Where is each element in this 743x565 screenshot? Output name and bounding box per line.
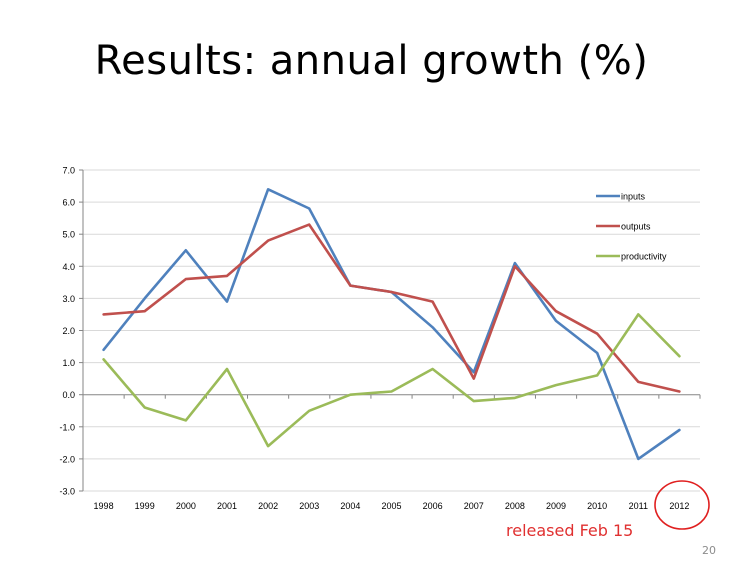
legend: inputs outputs productivity [596, 192, 667, 262]
x-tick-label: 2009 [546, 501, 566, 511]
page-number: 20 [702, 544, 716, 557]
x-tick-label: 2004 [340, 501, 360, 511]
x-tick-label: 2000 [176, 501, 196, 511]
highlight-circle-2012 [654, 480, 710, 530]
y-tick-label: 5.0 [62, 230, 75, 240]
y-tick-label: 6.0 [62, 198, 75, 208]
x-tick-label: 2001 [217, 501, 237, 511]
x-tick-label: 2008 [505, 501, 525, 511]
series-line-productivity [102, 313, 681, 448]
gridlines [83, 169, 700, 492]
y-tick-label: 3.0 [62, 294, 75, 304]
y-tick-label: 4.0 [62, 262, 75, 272]
x-tick-label: 2010 [587, 501, 607, 511]
x-tick-label: 1998 [94, 501, 114, 511]
legend-label-inputs: inputs [621, 192, 646, 202]
legend-label-productivity: productivity [621, 252, 667, 262]
y-tick-label: 2.0 [62, 326, 75, 336]
x-tick-label: 2006 [423, 501, 443, 511]
series-line-inputs [102, 188, 681, 461]
x-tick-label: 2002 [258, 501, 278, 511]
y-tick-label: 7.0 [62, 166, 75, 176]
y-tick-label: -1.0 [59, 422, 75, 432]
axes: 7.0 6.0 5.0 4.0 3.0 2.0 1.0 0.0 -1.0 -2.0 -3.0 1998… [59, 166, 701, 511]
series-lines [102, 188, 681, 461]
x-tick-label: 2012 [669, 501, 689, 511]
y-tick-label: 1.0 [62, 358, 75, 368]
legend-label-outputs: outputs [621, 222, 651, 232]
x-tick-label: 1999 [135, 501, 155, 511]
x-tick-label: 2005 [381, 501, 401, 511]
x-tick-label: 2007 [464, 501, 484, 511]
slide-title: Results: annual growth (%) [94, 38, 649, 84]
y-tick-label: 0.0 [62, 390, 75, 400]
release-annotation: released Feb 15 [506, 521, 634, 540]
y-tick-label: -3.0 [59, 487, 75, 497]
y-tick-label: -2.0 [59, 454, 75, 464]
series-line-outputs [102, 223, 681, 393]
x-tick-label: 2011 [629, 501, 648, 511]
x-tick-label: 2003 [299, 501, 319, 511]
